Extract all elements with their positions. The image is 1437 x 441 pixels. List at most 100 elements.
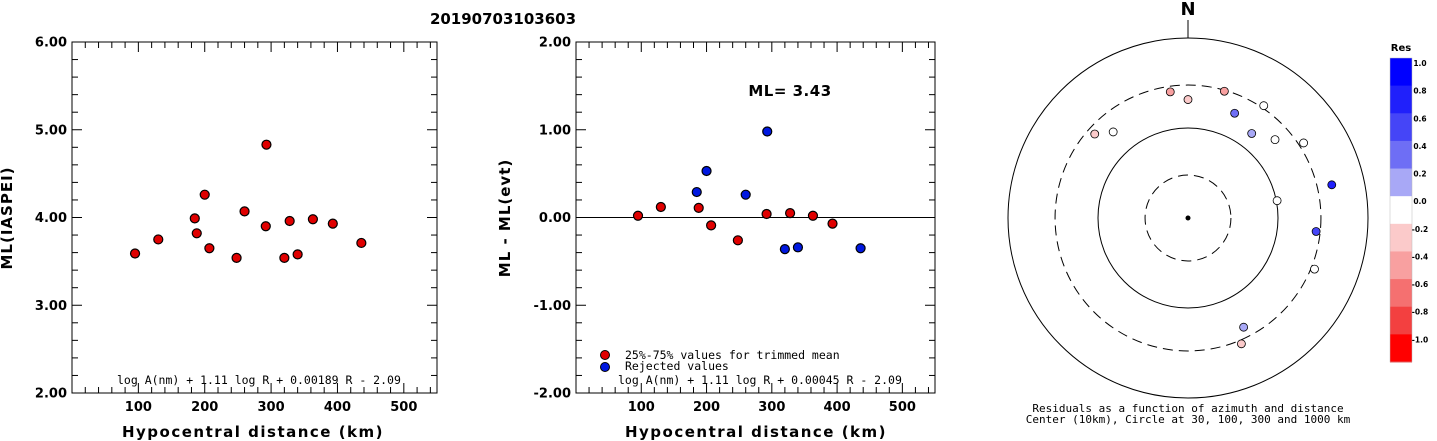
distance-ring — [1097, 127, 1279, 309]
epicenter-dot — [1185, 215, 1191, 221]
colorbar-title: Res — [1391, 43, 1411, 54]
x-tick-label: 100 — [628, 400, 655, 415]
data-point — [792, 242, 804, 253]
y-tick-label: 3.00 — [35, 299, 67, 314]
y-tick-label: -1.00 — [534, 299, 571, 314]
y-tick-label: 6.00 — [35, 36, 67, 51]
station-point — [1270, 135, 1280, 145]
station-point — [1299, 138, 1308, 148]
ml-plot-frame — [71, 41, 438, 394]
colorbar-swatch — [1390, 168, 1412, 197]
colorbar-label: -0.4 — [1412, 252, 1428, 261]
y-tick-label: 5.00 — [35, 123, 67, 138]
colorbar-swatch — [1390, 58, 1412, 87]
data-point — [779, 243, 790, 255]
data-point — [239, 206, 250, 217]
station-point — [1183, 95, 1193, 104]
station-point — [1219, 86, 1229, 96]
data-point — [784, 208, 796, 219]
data-point — [740, 189, 751, 200]
data-point — [284, 215, 295, 227]
data-point — [191, 228, 202, 239]
station-point — [1310, 264, 1319, 274]
colorbar-label: -1.0 — [1412, 335, 1428, 344]
azimuth-panel: N Residuals as a function of azimuth and… — [1007, 0, 1428, 426]
legend-rejected-label: Rejected values — [625, 359, 729, 373]
colorbar-swatch — [1390, 113, 1412, 142]
station-point — [1311, 227, 1321, 236]
page-title: 20190703103603 — [430, 10, 576, 28]
ml-value-annotation: ML= 3.43 — [748, 82, 831, 100]
colorbar-swatch — [1390, 85, 1412, 114]
station-point — [1239, 322, 1249, 332]
station-point — [1236, 339, 1246, 349]
colorbar-label: 0.2 — [1413, 170, 1426, 179]
station-point — [1090, 129, 1100, 139]
colorbar-label: -0.6 — [1412, 280, 1428, 289]
data-point — [701, 165, 712, 177]
x-tick-label: 500 — [390, 400, 417, 415]
data-point — [204, 243, 215, 254]
data-point — [307, 214, 318, 225]
ml-formula: log A(nm) + 1.11 log R + 0.00189 R - 2.0… — [117, 373, 401, 387]
legend-trimmed-label: 25%-75% values for trimmed mean — [625, 348, 840, 362]
ml-x-axis-label: Hypocentral distance (km) — [122, 423, 384, 441]
distance-rings — [1007, 37, 1369, 399]
distance-ring — [1007, 37, 1369, 399]
data-point — [292, 249, 303, 260]
station-point — [1327, 180, 1337, 190]
residual-points — [632, 126, 866, 255]
residual-x-axis-label: Hypocentral distance (km) — [625, 423, 887, 441]
colorbar-label: 0.4 — [1413, 142, 1426, 151]
ml-axis-ticks: 100 200 300 400 500 2.00 3.00 4.00 5.00 6.00 — [35, 36, 437, 415]
ml-distance-panel: 100 200 300 400 500 2.00 3.00 4.00 5.00 6.00 log … — [0, 36, 438, 441]
colorbar-label: 1.0 — [1413, 59, 1426, 68]
ml-y-axis-label: ML(IASPEI) — [0, 166, 16, 269]
distance-ring — [1054, 84, 1322, 352]
x-tick-label: 200 — [693, 400, 720, 415]
colorbar-swatch — [1390, 279, 1412, 308]
colorbar-label: -0.2 — [1412, 225, 1428, 234]
colorbar-label: 0.6 — [1413, 114, 1426, 123]
legend-rejected-marker — [600, 362, 610, 372]
data-point — [761, 208, 772, 220]
data-point — [189, 213, 200, 224]
colorbar-swatch — [1390, 251, 1412, 280]
y-tick-label: 1.00 — [539, 123, 571, 138]
colorbar-label: -0.8 — [1412, 308, 1428, 317]
data-point — [356, 237, 367, 249]
colorbar-frame — [1389, 57, 1413, 363]
ml-points — [129, 139, 367, 263]
x-tick-label: 200 — [191, 400, 218, 415]
x-tick-label: 300 — [758, 400, 785, 415]
data-point — [632, 210, 644, 221]
data-point — [327, 218, 338, 229]
station-point — [1108, 127, 1118, 137]
y-tick-label: 4.00 — [35, 211, 67, 226]
data-point — [279, 252, 290, 263]
residual-distance-panel: 100 200 300 400 500 -2.00 -1.00 0.00 1.00 2.00 ML… — [496, 36, 936, 441]
polar-caption-line2: Center (10km), Circle at 30, 100, 300 an… — [1026, 413, 1351, 426]
data-point — [655, 201, 666, 213]
colorbar-swatch — [1390, 334, 1412, 363]
residual-formula: log A(nm) + 1.11 log R + 0.00045 R - 2.0… — [618, 373, 902, 387]
station-point — [1230, 108, 1240, 118]
distance-ring — [1144, 174, 1232, 262]
data-point — [732, 235, 743, 246]
x-tick-label: 100 — [125, 400, 152, 415]
data-point — [762, 126, 773, 137]
polar-caption-line1: Residuals as a function of azimuth and d… — [1032, 402, 1343, 415]
data-point — [827, 218, 838, 229]
data-point — [129, 248, 141, 259]
station-point — [1165, 87, 1175, 97]
colorbar-swatch — [1390, 140, 1412, 170]
data-point — [706, 220, 717, 231]
data-point — [807, 210, 819, 221]
y-tick-label: 2.00 — [35, 387, 67, 402]
data-point — [691, 186, 702, 198]
station-point — [1259, 101, 1269, 111]
data-point — [153, 234, 164, 245]
x-tick-label: 400 — [324, 400, 351, 415]
legend-trimmed-marker — [600, 350, 610, 360]
